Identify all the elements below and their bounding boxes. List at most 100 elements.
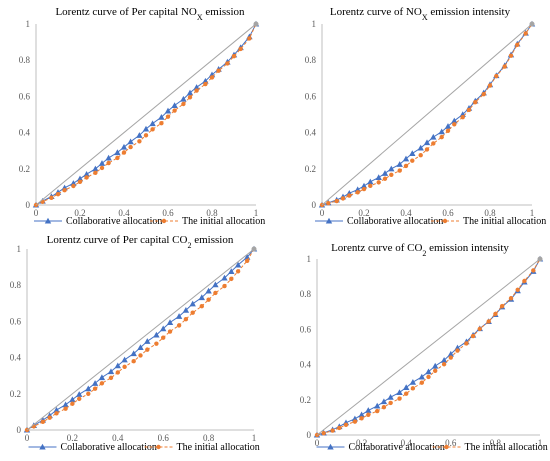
legend: Collaborative allocation The initial allo… bbox=[34, 216, 265, 227]
equality-diagonal bbox=[316, 258, 541, 436]
series-initial bbox=[33, 21, 259, 208]
data-point-circle bbox=[481, 92, 486, 97]
data-point-circle bbox=[161, 335, 166, 340]
data-point-triangle bbox=[451, 117, 458, 124]
data-point-circle bbox=[470, 333, 476, 339]
data-point-triangle bbox=[136, 132, 143, 138]
data-point-triangle bbox=[374, 402, 381, 409]
data-point-triangle bbox=[182, 306, 190, 313]
data-point-triangle bbox=[121, 356, 128, 363]
data-point-triangle bbox=[228, 268, 235, 275]
data-point-circle bbox=[108, 375, 114, 381]
data-point-circle bbox=[432, 368, 438, 373]
data-point-circle bbox=[54, 411, 59, 416]
y-tick-label: 0 bbox=[307, 430, 312, 440]
data-point-circle bbox=[366, 412, 371, 417]
data-point-triangle bbox=[221, 274, 228, 281]
data-point-circle bbox=[368, 183, 373, 189]
data-point-circle bbox=[403, 163, 409, 169]
x-tick-label: 0.8 bbox=[490, 438, 502, 448]
data-point-triangle bbox=[403, 384, 410, 391]
data-point-triangle bbox=[107, 368, 115, 375]
data-point-circle bbox=[172, 108, 177, 113]
chart-panel-4: Lorentz curve of CO2 emission intensity 0… bbox=[300, 242, 548, 453]
x-tick-label: 0.4 bbox=[400, 208, 412, 218]
legend-label-collaborative: Collaborative allocation bbox=[349, 442, 445, 453]
legend-marker-collaborative bbox=[39, 443, 46, 450]
data-point-circle bbox=[99, 381, 105, 386]
data-point-circle bbox=[244, 258, 250, 263]
data-point-triangle bbox=[70, 180, 77, 186]
data-point-circle bbox=[176, 323, 182, 328]
x-tick-label: 0.4 bbox=[112, 433, 124, 443]
data-point-triangle bbox=[149, 120, 156, 127]
data-point-triangle bbox=[180, 95, 187, 102]
chart-title-prefix: Lorentz curve of Per capital NO bbox=[55, 6, 196, 18]
data-point-triangle bbox=[430, 133, 437, 140]
legend-label-collaborative: Collaborative allocation bbox=[347, 216, 443, 227]
data-point-circle bbox=[397, 396, 402, 401]
data-point-circle bbox=[77, 179, 83, 185]
data-point-circle bbox=[138, 353, 143, 358]
legend-marker-initial bbox=[156, 444, 161, 450]
data-point-circle bbox=[115, 155, 120, 161]
chart-panel-2: Lorentz curve of NOX emission intensity 0… bbox=[305, 6, 547, 227]
data-point-circle bbox=[477, 326, 482, 332]
data-point-triangle bbox=[69, 396, 76, 403]
legend-label-initial: The initial allocation bbox=[182, 216, 265, 227]
data-point-triangle bbox=[53, 406, 60, 413]
data-point-circle bbox=[531, 268, 536, 273]
equality-diagonal bbox=[321, 23, 533, 206]
endpoint-marker bbox=[537, 256, 543, 262]
data-point-circle bbox=[410, 386, 416, 391]
data-point-triangle bbox=[153, 331, 160, 338]
data-point-circle bbox=[523, 31, 528, 36]
y-tick-label: 0.8 bbox=[10, 280, 22, 290]
data-point-triangle bbox=[105, 154, 112, 161]
x-tick-label: 1 bbox=[254, 208, 259, 218]
legend-marker-initial bbox=[161, 218, 167, 224]
data-point-circle bbox=[515, 287, 520, 292]
chart-title-subscript: X bbox=[422, 13, 428, 22]
data-point-circle bbox=[145, 347, 150, 352]
data-point-circle bbox=[340, 196, 346, 201]
data-point-circle bbox=[150, 127, 155, 132]
y-tick-label: 0.6 bbox=[305, 91, 317, 101]
chart-title-suffix: emission intensity bbox=[426, 242, 509, 254]
data-point-circle bbox=[40, 419, 46, 425]
data-point-circle bbox=[247, 36, 252, 41]
data-point-triangle bbox=[114, 149, 121, 156]
data-point-circle bbox=[190, 310, 195, 315]
data-point-triangle bbox=[418, 373, 426, 380]
x-tick-label: 0.2 bbox=[74, 208, 85, 218]
y-tick-label: 0.4 bbox=[305, 128, 317, 138]
x-tick-label: 0.2 bbox=[358, 208, 369, 218]
data-point-triangle bbox=[198, 294, 205, 301]
x-tick-label: 0 bbox=[315, 438, 320, 448]
data-point-triangle bbox=[396, 389, 403, 395]
chart-title-prefix: Lorentz curve of CO bbox=[331, 242, 422, 254]
y-tick-label: 0.6 bbox=[19, 91, 31, 101]
data-point-circle bbox=[404, 391, 409, 396]
data-point-circle bbox=[122, 364, 127, 370]
data-point-triangle bbox=[402, 155, 410, 162]
data-point-circle bbox=[199, 303, 204, 309]
data-point-triangle bbox=[92, 165, 99, 172]
x-tick-label: 0.8 bbox=[203, 433, 215, 443]
x-tick-label: 0.8 bbox=[206, 208, 218, 218]
data-point-circle bbox=[194, 88, 199, 93]
data-point-triangle bbox=[98, 160, 106, 166]
data-point-triangle bbox=[144, 338, 151, 344]
data-point-circle bbox=[487, 83, 493, 88]
data-point-circle bbox=[522, 278, 527, 284]
data-point-circle bbox=[167, 329, 173, 334]
y-tick-label: 0.6 bbox=[300, 324, 312, 334]
y-tick-label: 0 bbox=[17, 425, 22, 435]
data-point-circle bbox=[203, 81, 208, 87]
data-point-circle bbox=[473, 99, 478, 105]
data-point-triangle bbox=[447, 350, 454, 357]
chart-title-subscript: 2 bbox=[187, 241, 191, 250]
y-tick-label: 0 bbox=[26, 200, 31, 210]
legend-marker-initial bbox=[444, 444, 449, 450]
data-point-triangle bbox=[83, 171, 90, 177]
